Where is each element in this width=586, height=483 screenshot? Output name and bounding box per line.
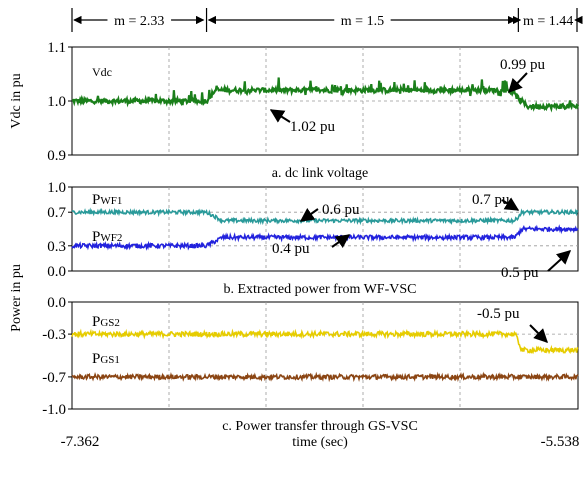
- annotation-arrow: [529, 324, 548, 343]
- y-tick-label: -1.0: [42, 402, 66, 418]
- y-tick-label: 1.0: [47, 180, 66, 196]
- annotation-label: 1.02 pu: [290, 119, 336, 135]
- series-line-pgs2: [71, 328, 579, 355]
- panel-c-series: [71, 328, 579, 383]
- y-tick-label: -0.3: [42, 327, 66, 343]
- series-label-pwf1: PWF1: [92, 192, 122, 208]
- panel-a-ylabel: Vdc in pu: [9, 73, 24, 128]
- series-label-pgs2: PGS2: [92, 314, 120, 330]
- series-line-pgs1: [71, 371, 579, 383]
- y-tick-label: 0.3: [47, 239, 66, 255]
- y-tick-label: 0.7: [47, 205, 66, 221]
- panel-a: 0.9 1.0 1.1 Vdc 1.02 pu 0.99 pu Vdc in pu a.…: [9, 40, 580, 181]
- y-tick-label: 0.9: [47, 148, 66, 164]
- annotation-arrow: [269, 109, 291, 123]
- y-tick-label: -0.7: [42, 370, 66, 386]
- series-label-sub: WF2: [100, 232, 122, 244]
- m-segment-header: m = 2.33 m = 1.5 m = 1.44: [71, 8, 583, 32]
- annotation-arrow: [501, 197, 520, 211]
- series-label-pgs1: PGS1: [92, 351, 120, 367]
- x-axis-label: time (sec): [292, 435, 348, 450]
- annotation-label: 0.5 pu: [501, 265, 539, 281]
- panel-a-series: [71, 77, 580, 113]
- series-label-sub: GS2: [100, 317, 120, 329]
- shared-ylabel: Power in pu: [9, 264, 24, 332]
- segment-label: m = 2.33: [114, 14, 164, 29]
- series-line-pwf2: [71, 224, 579, 251]
- annotation-label: 0.99 pu: [500, 57, 546, 73]
- panel-b-series: [71, 207, 579, 251]
- series-label-main: P: [92, 229, 100, 245]
- series-label-pwf2: PWF2: [92, 229, 122, 245]
- annotation-label: 0.4 pu: [272, 241, 310, 257]
- annotation-label: 0.6 pu: [322, 202, 360, 218]
- series-label-main: P: [92, 351, 100, 367]
- series-line-vdc: [71, 77, 580, 113]
- panel-c-ticks: -1.0 -0.7 -0.3 0.0: [42, 295, 72, 418]
- annotation-arrow: [331, 234, 351, 248]
- segment-label: m = 1.5: [341, 14, 384, 29]
- y-tick-label: 0.0: [47, 264, 66, 280]
- panel-a-caption: a. dc link voltage: [272, 166, 368, 181]
- panel-b-ticks: 0.0 0.3 0.7 1.0: [47, 180, 72, 280]
- panel-b-caption: b. Extracted power from WF-VSC: [224, 282, 417, 297]
- annotation-arrow: [508, 72, 528, 94]
- annotation-arrow: [547, 250, 572, 272]
- x-start-label: -7.362: [61, 434, 100, 450]
- annotation-label: 0.7 pu: [472, 192, 510, 208]
- segment-label: m = 1.44: [523, 14, 573, 29]
- series-line-pwf1: [71, 207, 579, 226]
- panel-c-frame: [71, 301, 579, 410]
- panel-a-labels: Vdc 1.02 pu 0.99 pu: [92, 57, 546, 135]
- y-tick-label: 0.0: [47, 295, 66, 311]
- annotation-arrow: [299, 208, 319, 222]
- x-end-label: -5.538: [541, 434, 580, 450]
- series-label-vdc: Vdc: [92, 65, 112, 79]
- annotation-label: -0.5 pu: [477, 306, 520, 322]
- y-tick-label: 1.1: [47, 40, 66, 56]
- series-label-sub: WF1: [100, 195, 122, 207]
- series-label-sub: GS1: [100, 354, 120, 366]
- panel-c-caption: c. Power transfer through GS-VSC: [222, 419, 418, 434]
- series-label-main: P: [92, 192, 100, 208]
- series-label-main: P: [92, 314, 100, 330]
- y-tick-label: 1.0: [47, 94, 66, 110]
- panel-a-ticks: 0.9 1.0 1.1: [47, 40, 72, 164]
